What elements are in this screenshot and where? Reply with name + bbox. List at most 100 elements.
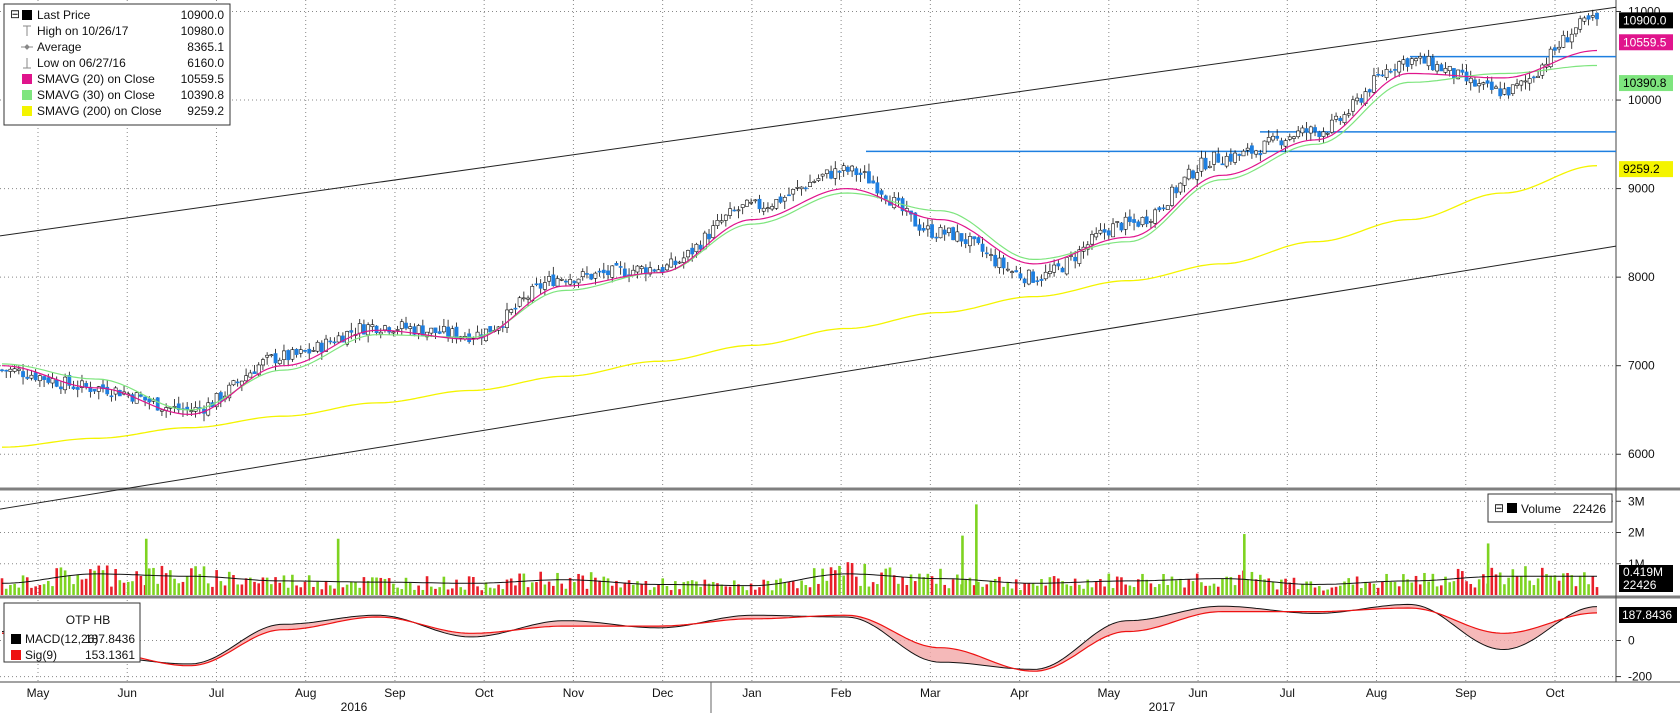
- volume-bar-up: [619, 587, 622, 595]
- volume-bar-up: [1229, 577, 1233, 595]
- candle-up: [311, 350, 316, 352]
- volume-bar-down: [312, 586, 315, 595]
- candle-down: [972, 236, 977, 240]
- candle-up: [1048, 271, 1052, 275]
- candle-up: [555, 278, 560, 287]
- volume-bar-up: [800, 580, 803, 595]
- volume-bar-up: [1174, 580, 1178, 595]
- candle-up: [1300, 127, 1305, 134]
- volume-bar-up: [1372, 583, 1376, 595]
- candle-up: [509, 309, 514, 313]
- candle-up: [799, 186, 804, 190]
- x-month-label: Oct: [475, 686, 494, 700]
- volume-bar-down: [1313, 587, 1317, 595]
- candle-down: [1014, 270, 1019, 273]
- candle-up: [290, 349, 295, 360]
- volume-bar-down: [451, 588, 454, 595]
- legend-value: 10980.0: [181, 24, 225, 38]
- candle-up: [366, 324, 371, 336]
- volume-bar-up: [564, 588, 568, 595]
- volume-bar-down: [215, 570, 218, 595]
- candle-up: [1536, 75, 1540, 78]
- volume-bar-down: [160, 565, 164, 595]
- volume-bar-up: [1246, 579, 1249, 595]
- candle-down: [0, 369, 4, 372]
- volume-bar-down: [808, 587, 812, 595]
- volume-bar-up: [1583, 572, 1586, 595]
- candle-up: [521, 297, 526, 300]
- volume-bar-down: [80, 579, 84, 595]
- candle-down: [130, 394, 135, 402]
- candle-down: [934, 236, 939, 239]
- candle-down: [1531, 76, 1536, 79]
- candle-up: [686, 250, 690, 258]
- volume-bar-down: [181, 581, 185, 595]
- grid-lines: [0, 0, 1616, 682]
- y-tick-label: 10000: [1628, 93, 1662, 107]
- candle-down: [4, 369, 9, 372]
- volume-bar-down: [135, 571, 138, 595]
- volume-bar-up: [804, 585, 808, 595]
- candle-down: [757, 198, 762, 210]
- volume-bar-up: [1410, 582, 1414, 595]
- volume-bar-up: [1221, 578, 1224, 595]
- candle-up: [816, 178, 821, 181]
- candle-up: [728, 208, 732, 216]
- volume-bar-down: [1574, 586, 1578, 595]
- candle-up: [1292, 136, 1296, 139]
- volume-bar-up: [131, 581, 134, 595]
- legend-collapse-icon[interactable]: ⊟: [10, 7, 20, 21]
- candle-down: [1258, 153, 1263, 156]
- volume-bar-down: [257, 583, 261, 595]
- y-tick-label: 9000: [1628, 182, 1655, 196]
- macd-last-tag: [1619, 607, 1677, 623]
- volume-bar-down: [552, 585, 555, 595]
- volume-bar-down: [627, 580, 631, 595]
- volume-bar-down: [594, 577, 597, 595]
- sma20-line: [1, 49, 1598, 416]
- candle-up: [938, 227, 943, 239]
- volume-bar-down: [253, 581, 256, 595]
- candle-down: [1439, 64, 1444, 72]
- candle-down: [787, 194, 791, 197]
- candle-down: [652, 269, 657, 272]
- candle-down: [589, 273, 594, 280]
- candle-up: [850, 165, 855, 172]
- candle-up: [715, 220, 720, 226]
- candle-up: [1397, 61, 1402, 73]
- candle-up: [505, 309, 509, 328]
- candle-down: [1001, 257, 1006, 269]
- volume-bar-down: [295, 585, 298, 595]
- candle-up: [1077, 249, 1082, 264]
- candle-down: [1216, 153, 1221, 163]
- candle-down: [1119, 222, 1124, 231]
- candle-up: [833, 168, 838, 179]
- candle-down: [1586, 15, 1591, 20]
- volume-bar-up: [682, 582, 686, 595]
- candle-down: [660, 267, 665, 273]
- x-month-label: Jul: [209, 686, 224, 700]
- candle-up: [766, 207, 770, 209]
- x-month-label: Aug: [295, 686, 316, 700]
- volume-bar-up: [152, 567, 155, 595]
- volume-bar-down: [817, 583, 820, 595]
- y-tick-label: 0: [1628, 634, 1635, 648]
- legend-swatch: [22, 10, 32, 20]
- volume-bar-up: [13, 583, 16, 595]
- volume-bar-up: [690, 580, 694, 595]
- candle-up: [736, 209, 741, 212]
- volume-bar-up: [573, 582, 576, 595]
- candle-down: [374, 325, 379, 334]
- volume-bar-up: [488, 587, 492, 595]
- volume-bar-down: [829, 567, 833, 595]
- x-axis-labels: May Jun Jul Aug Sep Oct Nov Dec Jan Feb Mar Apr May J…: [27, 686, 1565, 713]
- volume-bar-down: [1494, 574, 1498, 595]
- candle-up: [559, 278, 564, 281]
- candle-down: [1422, 56, 1427, 64]
- candle-down: [1237, 153, 1242, 156]
- volume-bar-up: [1578, 575, 1582, 595]
- volume-bar-up: [964, 579, 968, 595]
- volume-legend-collapse-icon[interactable]: ⊟: [1494, 501, 1504, 515]
- volume-bar-up: [1006, 582, 1010, 595]
- volume-bar-up: [1587, 584, 1590, 595]
